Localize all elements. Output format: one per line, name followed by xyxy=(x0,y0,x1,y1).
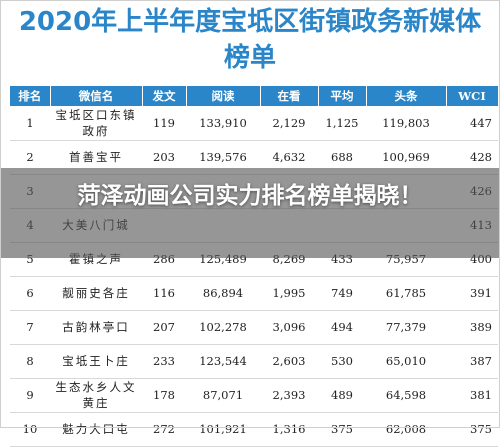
cell-wechat-name: 宝坻区口东镇政府 xyxy=(50,106,142,141)
cell-posts: 116 xyxy=(142,276,186,311)
cell-rank: 10 xyxy=(10,412,50,447)
cell-headline: 61,785 xyxy=(366,276,446,311)
cell-wechat-name: 生态水乡人文黄庄 xyxy=(50,378,142,413)
header-posts: 发文 xyxy=(142,86,187,106)
cell-wci: 447 xyxy=(446,106,498,141)
table-row: 7 古韵林亭口 207 102,278 3,096 494 77,379 389 xyxy=(10,310,498,345)
table-row: 6 靓丽史各庄 116 86,894 1,995 749 61,785 391 xyxy=(10,276,498,311)
cell-rank: 7 xyxy=(10,310,50,345)
headline-banner xyxy=(0,168,500,258)
cell-likes: 2,603 xyxy=(260,344,318,379)
cell-posts: 119 xyxy=(142,106,186,141)
header-likes: 在看 xyxy=(260,86,319,106)
cell-reads: 86,894 xyxy=(186,276,260,311)
cell-wechat-name: 宝坻王卜庄 xyxy=(50,344,142,379)
cell-headline: 77,379 xyxy=(366,310,446,345)
cell-likes: 1,316 xyxy=(260,412,318,447)
cell-reads: 102,278 xyxy=(186,310,260,345)
cell-posts: 207 xyxy=(142,310,186,345)
headline-text: 菏泽动画公司实力排名榜单揭晓！ xyxy=(77,183,423,209)
header-reads: 阅读 xyxy=(186,86,261,106)
cell-rank: 9 xyxy=(10,378,50,413)
cell-rank: 6 xyxy=(10,276,50,311)
cell-wci: 389 xyxy=(446,310,498,345)
table-row: 10 魅力大口屯 272 101,921 1,316 375 62,008 375 xyxy=(10,412,498,447)
cell-rank: 1 xyxy=(10,106,50,141)
cell-wechat-name: 魅力大口屯 xyxy=(50,412,142,447)
cell-wechat-name: 靓丽史各庄 xyxy=(50,276,142,311)
cell-reads: 123,544 xyxy=(186,344,260,379)
title-line-2: 榜单 xyxy=(223,43,276,73)
table-row: 9 生态水乡人文黄庄 178 87,071 2,393 489 64,598 381 xyxy=(10,378,498,413)
cell-headline: 119,803 xyxy=(366,106,446,141)
cell-reads: 87,071 xyxy=(186,378,260,413)
cell-wci: 391 xyxy=(446,276,498,311)
document-title: 2020年上半年度宝坻区街镇政务新媒体 榜单 xyxy=(0,4,500,76)
cell-wci: 375 xyxy=(446,412,498,447)
table-row: 8 宝坻王卜庄 233 123,544 2,603 530 65,010 387 xyxy=(10,344,498,379)
cell-average: 1,125 xyxy=(318,106,366,141)
cell-average: 530 xyxy=(318,344,366,379)
header-wechat-name: 微信名 xyxy=(50,86,143,106)
cell-likes: 2,393 xyxy=(260,378,318,413)
header-headline: 头条 xyxy=(366,86,447,106)
header-wci: WCI xyxy=(446,86,499,106)
cell-average: 494 xyxy=(318,310,366,345)
title-line-1: 2020年上半年度宝坻区街镇政务新媒体 xyxy=(18,7,482,37)
cell-posts: 272 xyxy=(142,412,186,447)
cell-likes: 2,129 xyxy=(260,106,318,141)
cell-wci: 387 xyxy=(446,344,498,379)
table-row: 1 宝坻区口东镇政府 119 133,910 2,129 1,125 119,803 447 xyxy=(10,106,498,141)
header-rank: 排名 xyxy=(10,86,51,106)
table-header-row: 排名 微信名 发文 阅读 在看 平均 头条 WCI xyxy=(10,86,499,106)
cell-wci: 381 xyxy=(446,378,498,413)
cell-rank: 8 xyxy=(10,344,50,379)
cell-reads: 133,910 xyxy=(186,106,260,141)
cell-average: 749 xyxy=(318,276,366,311)
cell-reads: 101,921 xyxy=(186,412,260,447)
cell-headline: 64,598 xyxy=(366,378,446,413)
header-average: 平均 xyxy=(318,86,367,106)
cell-headline: 62,008 xyxy=(366,412,446,447)
table-body: 1 宝坻区口东镇政府 119 133,910 2,129 1,125 119,803 447 2… xyxy=(10,106,498,447)
cell-headline: 65,010 xyxy=(366,344,446,379)
cell-average: 375 xyxy=(318,412,366,447)
cell-average: 489 xyxy=(318,378,366,413)
ranking-table: 排名 微信名 发文 阅读 在看 平均 头条 WCI 1 宝坻区口东镇政府 119 13… xyxy=(10,86,499,447)
cell-posts: 233 xyxy=(142,344,186,379)
cell-wechat-name: 古韵林亭口 xyxy=(50,310,142,345)
cell-likes: 3,096 xyxy=(260,310,318,345)
cell-posts: 178 xyxy=(142,378,186,413)
cell-likes: 1,995 xyxy=(260,276,318,311)
